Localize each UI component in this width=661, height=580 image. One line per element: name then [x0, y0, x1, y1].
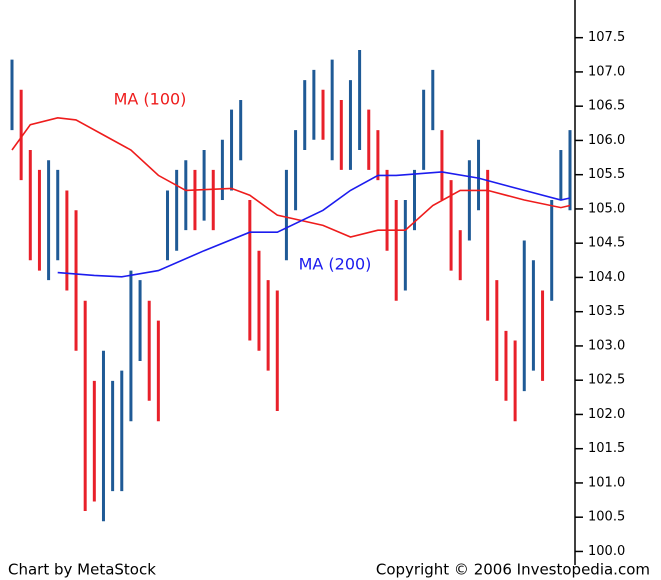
y-tick-label: 105.0 [588, 201, 625, 216]
y-tick-label: 105.5 [588, 167, 625, 182]
y-tick-label: 107.5 [588, 30, 625, 45]
moving-average-line [11, 116, 571, 238]
series-label: MA (200) [299, 255, 372, 274]
y-tick-label: 101.0 [588, 475, 625, 490]
y-tick-label: 107.0 [588, 64, 625, 79]
y-tick-label: 104.5 [588, 236, 625, 251]
series-label: MA (100) [114, 90, 187, 109]
y-tick-label: 101.5 [588, 441, 625, 456]
y-tick-label: 103.5 [588, 304, 625, 319]
y-tick-label: 100.0 [588, 544, 625, 559]
y-tick-label: 103.0 [588, 338, 625, 353]
y-tick-label: 102.5 [588, 373, 625, 388]
y-tick-label: 102.0 [588, 407, 625, 422]
y-tick-label: 104.0 [588, 270, 625, 285]
moving-average-line [57, 171, 571, 278]
y-tick-label: 106.0 [588, 133, 625, 148]
y-tick-label: 106.5 [588, 99, 625, 114]
footer-left: Chart by MetaStock [8, 561, 156, 579]
y-tick-label: 100.5 [588, 510, 625, 525]
footer-right: Copyright © 2006 Investopedia.com [376, 561, 650, 579]
